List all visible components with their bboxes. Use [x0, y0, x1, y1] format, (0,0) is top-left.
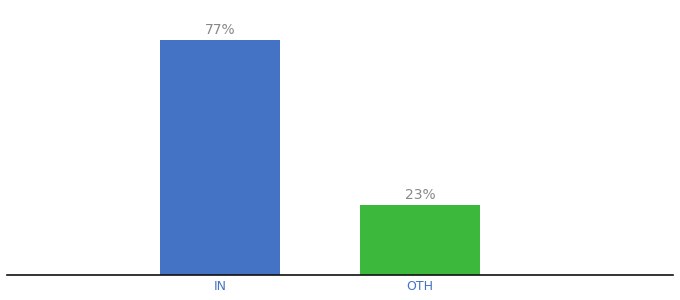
Bar	[160, 40, 280, 274]
Text: 77%: 77%	[205, 23, 235, 37]
Bar	[360, 205, 480, 274]
Text: 23%: 23%	[405, 188, 435, 202]
